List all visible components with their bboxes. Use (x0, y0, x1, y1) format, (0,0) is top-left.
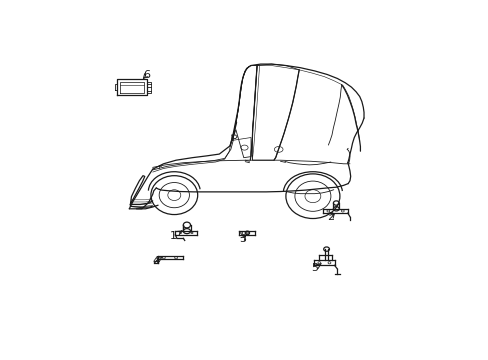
Text: 2: 2 (326, 212, 334, 222)
Text: 3: 3 (239, 234, 246, 244)
Ellipse shape (151, 176, 197, 215)
Text: 5: 5 (311, 263, 321, 273)
Text: 6: 6 (143, 70, 150, 80)
Text: 1: 1 (169, 231, 182, 241)
Text: 4: 4 (152, 256, 162, 266)
Ellipse shape (285, 174, 339, 219)
